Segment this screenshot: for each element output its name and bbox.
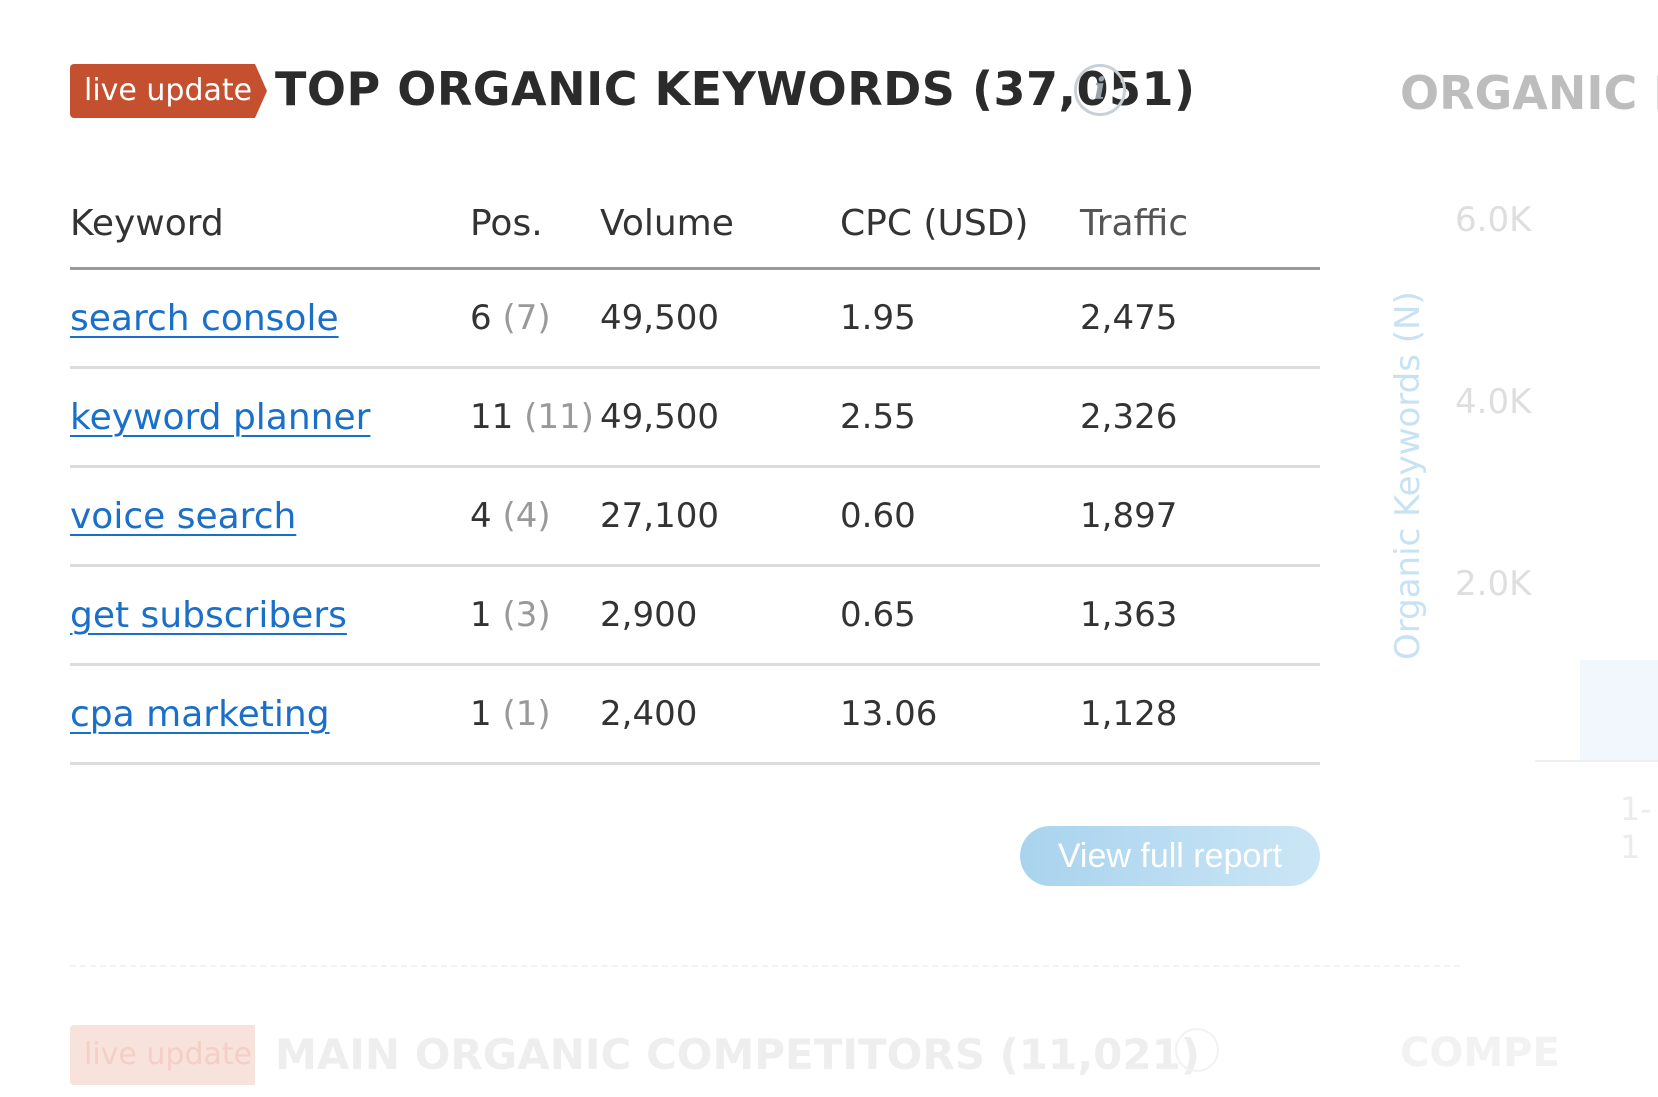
chart-bar: [1580, 660, 1658, 760]
col-pos-header: Pos.: [470, 203, 543, 244]
traffic-cell: 2,475: [1080, 298, 1178, 338]
keyword-link[interactable]: voice search: [70, 495, 297, 537]
chart-x-tick: 1-1: [1620, 790, 1652, 866]
col-cpc-header: CPC (USD): [840, 203, 1029, 244]
keyword-link[interactable]: get subscribers: [70, 594, 347, 636]
previous-position: (11): [524, 397, 594, 437]
position-cell: 1 (1): [470, 694, 600, 734]
volume-cell: 27,100: [600, 496, 719, 536]
previous-position: (4): [502, 496, 551, 536]
side-section-title: ORGANIC P: [1400, 66, 1658, 120]
previous-position: (7): [502, 298, 551, 338]
cpc-cell: 0.60: [840, 496, 916, 536]
cpc-cell: 13.06: [840, 694, 938, 734]
chart-y-tick: 6.0K: [1455, 200, 1532, 240]
info-icon-faded[interactable]: [1175, 1028, 1219, 1072]
volume-cell: 49,500: [600, 298, 719, 338]
table-row: keyword planner 11 (11) 49,500 2.55 2,32…: [70, 369, 1320, 468]
keyword-link[interactable]: keyword planner: [70, 396, 371, 438]
keyword-link[interactable]: cpa marketing: [70, 693, 330, 735]
position-cell: 4 (4): [470, 496, 600, 536]
info-icon[interactable]: i: [1074, 64, 1126, 116]
position-cell: 11 (11): [470, 397, 600, 437]
chart-baseline: [1535, 760, 1658, 762]
cpc-cell: 1.95: [840, 298, 916, 338]
traffic-cell: 1,363: [1080, 595, 1178, 635]
live-update-badge-faded: live update: [70, 1025, 255, 1085]
volume-cell: 2,900: [600, 595, 698, 635]
position-value: 4: [470, 496, 492, 536]
position-value: 1: [470, 694, 492, 734]
position-cell: 6 (7): [470, 298, 600, 338]
cpc-cell: 0.65: [840, 595, 916, 635]
next-section-title: MAIN ORGANIC COMPETITORS (11,021): [275, 1030, 1201, 1079]
view-full-report-button[interactable]: View full report: [1020, 826, 1320, 886]
table-row: voice search 4 (4) 27,100 0.60 1,897: [70, 468, 1320, 567]
position-value: 11: [470, 397, 514, 437]
section-divider: [70, 965, 1460, 967]
cpc-cell: 2.55: [840, 397, 916, 437]
table-header: Keyword Pos. Volume CPC (USD) Traffic: [70, 180, 1320, 270]
table-row: search console 6 (7) 49,500 1.95 2,475: [70, 270, 1320, 369]
col-volume-header: Volume: [600, 203, 734, 244]
table-row: cpa marketing 1 (1) 2,400 13.06 1,128: [70, 666, 1320, 765]
traffic-cell: 1,128: [1080, 694, 1178, 734]
previous-position: (1): [502, 694, 551, 734]
live-update-badge: live update: [70, 64, 267, 118]
volume-cell: 2,400: [600, 694, 698, 734]
traffic-cell: 2,326: [1080, 397, 1178, 437]
chart-y-axis-label: Organic Keywords (N): [1388, 291, 1428, 660]
col-traffic-header: Traffic: [1080, 203, 1189, 244]
position-value: 1: [470, 595, 492, 635]
traffic-cell: 1,897: [1080, 496, 1178, 536]
col-keyword-header: Keyword: [70, 203, 224, 244]
table-row: get subscribers 1 (3) 2,900 0.65 1,363: [70, 567, 1320, 666]
section-title: TOP ORGANIC KEYWORDS (37,051): [275, 62, 1196, 116]
position-cell: 1 (3): [470, 595, 600, 635]
position-value: 6: [470, 298, 492, 338]
chart-y-tick: 2.0K: [1455, 564, 1532, 604]
next-side-title: COMPE: [1400, 1030, 1560, 1076]
keyword-link[interactable]: search console: [70, 297, 339, 339]
chart-y-tick: 4.0K: [1455, 382, 1532, 422]
keywords-table: Keyword Pos. Volume CPC (USD) Traffic se…: [70, 180, 1320, 765]
volume-cell: 49,500: [600, 397, 719, 437]
previous-position: (3): [502, 595, 551, 635]
